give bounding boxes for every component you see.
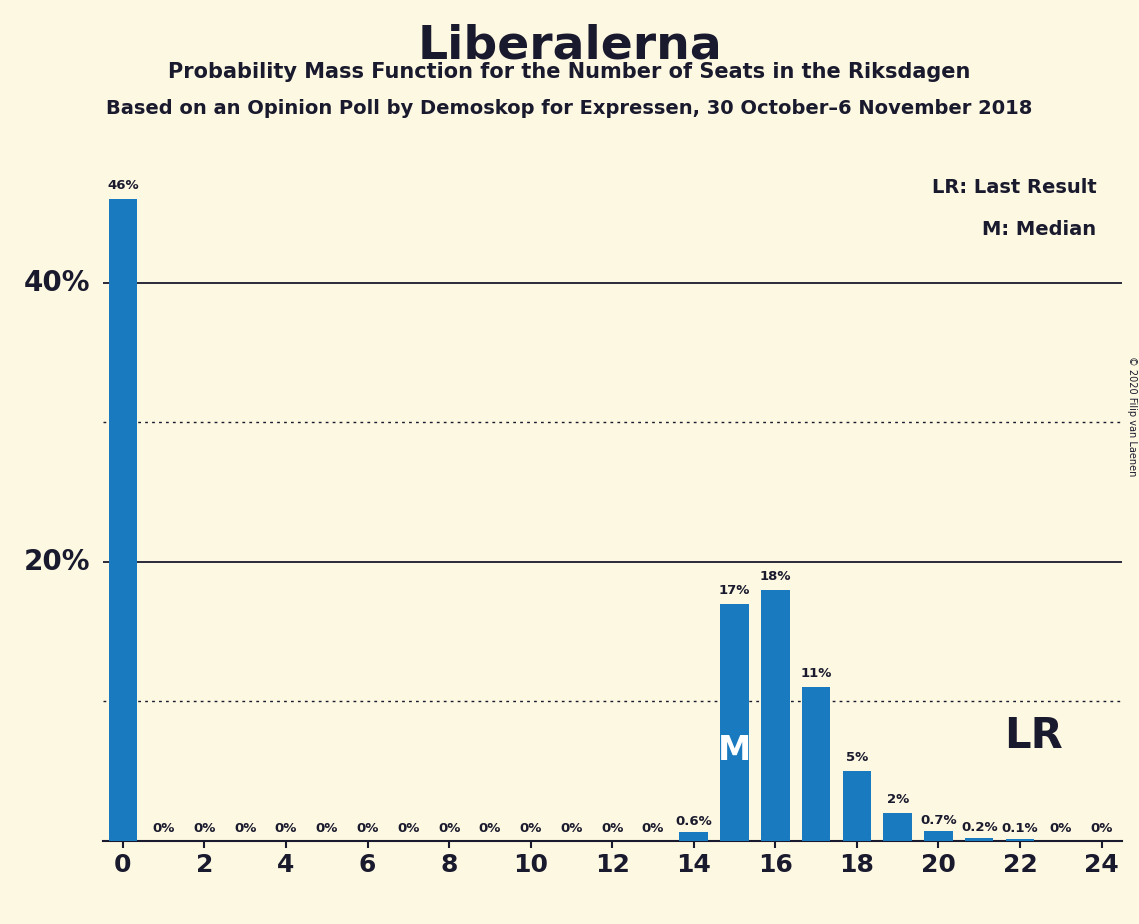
Bar (720, 603, 748, 841)
Text: 0.1%: 0.1% (1001, 822, 1039, 835)
Text: 0%: 0% (1049, 822, 1072, 835)
Bar (924, 831, 952, 841)
Text: 2%: 2% (886, 793, 909, 806)
Bar (1006, 839, 1034, 841)
Bar (802, 687, 830, 841)
Text: 0%: 0% (601, 822, 623, 835)
Text: M: Median: M: Median (982, 220, 1097, 239)
Text: 5%: 5% (846, 751, 868, 764)
Text: 0%: 0% (1090, 822, 1113, 835)
Bar (761, 590, 789, 841)
Text: 0%: 0% (357, 822, 379, 835)
Text: Based on an Opinion Poll by Demoskop for Expressen, 30 October–6 November 2018: Based on an Opinion Poll by Demoskop for… (106, 99, 1033, 118)
Text: 0%: 0% (560, 822, 583, 835)
Text: M: M (718, 735, 751, 767)
Bar (680, 833, 708, 841)
Text: 17%: 17% (719, 584, 751, 597)
Text: 0%: 0% (478, 822, 501, 835)
Text: LR: Last Result: LR: Last Result (932, 178, 1097, 197)
Text: 40%: 40% (24, 269, 90, 297)
Text: 46%: 46% (107, 179, 139, 192)
Text: 18%: 18% (760, 570, 792, 583)
Bar (843, 771, 871, 841)
Text: © 2020 Filip van Laenen: © 2020 Filip van Laenen (1126, 356, 1137, 476)
Text: 0.6%: 0.6% (675, 815, 712, 828)
Text: Liberalerna: Liberalerna (417, 23, 722, 68)
Bar (965, 838, 993, 841)
Text: LR: LR (1003, 715, 1063, 757)
Text: 0%: 0% (398, 822, 419, 835)
Text: Probability Mass Function for the Number of Seats in the Riksdagen: Probability Mass Function for the Number… (169, 62, 970, 82)
Text: 0%: 0% (233, 822, 256, 835)
Text: 0.7%: 0.7% (920, 814, 957, 827)
Text: 0%: 0% (316, 822, 338, 835)
Text: 0%: 0% (153, 822, 175, 835)
Bar (884, 813, 912, 841)
Text: 0%: 0% (274, 822, 297, 835)
Text: 0.2%: 0.2% (961, 821, 998, 833)
Text: 0%: 0% (641, 822, 664, 835)
Text: 0%: 0% (437, 822, 460, 835)
Text: 11%: 11% (801, 667, 831, 680)
Text: 0%: 0% (194, 822, 215, 835)
Text: 20%: 20% (24, 548, 90, 576)
Bar (108, 199, 137, 841)
Text: 0%: 0% (519, 822, 542, 835)
